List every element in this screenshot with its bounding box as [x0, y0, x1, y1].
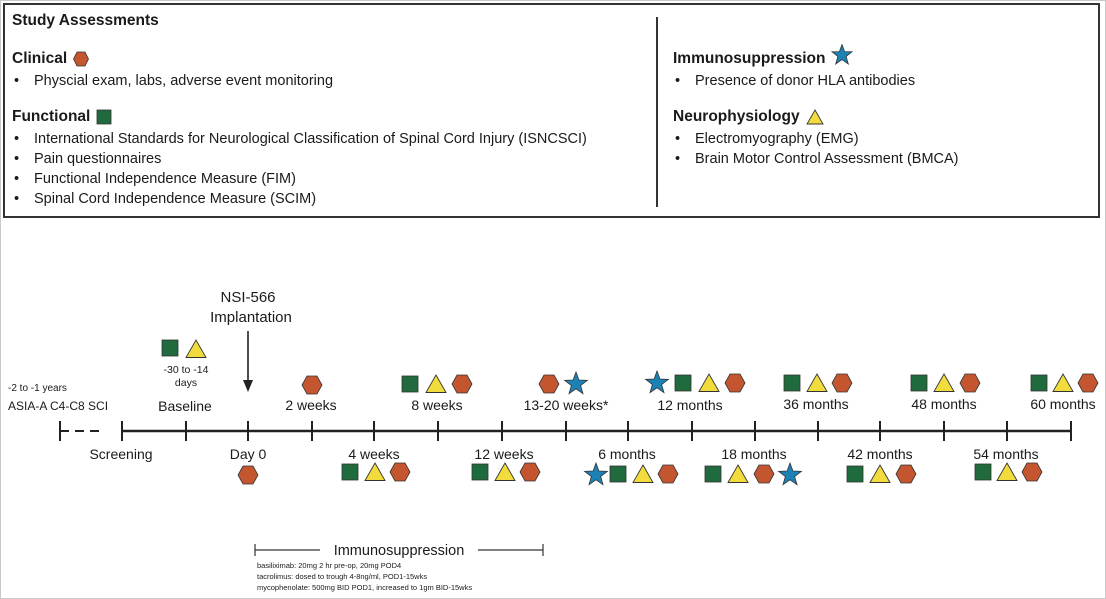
baseline-label: Baseline	[158, 398, 212, 414]
functional-heading: Functional	[12, 108, 91, 125]
implant-arrowhead	[243, 380, 253, 392]
hexagon-icon	[1077, 373, 1099, 393]
immuno-list: Presence of donor HLA antibodies	[673, 71, 915, 91]
triangle-icon	[632, 464, 654, 483]
list-item: Pain questionnaires	[12, 149, 587, 169]
star-icon	[778, 462, 802, 486]
triangle-icon	[425, 374, 447, 393]
square-icon	[1030, 374, 1048, 392]
study-assessments-box: Study Assessments Clinical Physcial exam…	[3, 3, 1100, 218]
triangle-icon	[869, 464, 891, 483]
star-icon	[584, 462, 608, 486]
hexagon-icon	[959, 373, 981, 393]
hexagon-icon	[73, 51, 90, 67]
square-icon	[783, 374, 801, 392]
square-icon	[974, 463, 992, 481]
star-icon	[831, 44, 854, 65]
list-item: Brain Motor Control Assessment (BMCA)	[673, 149, 959, 169]
implant-label-2: Implantation	[210, 309, 292, 326]
milestone-label: 8 weeks	[411, 397, 462, 413]
hexagon-icon	[451, 374, 473, 394]
square-icon	[910, 374, 928, 392]
square-icon	[471, 463, 489, 481]
milestone-label: 18 months	[721, 446, 786, 462]
hexagon-icon	[237, 465, 259, 485]
implant-label-1: NSI-566	[220, 289, 275, 306]
triangle-icon	[806, 373, 828, 392]
hexagon-icon	[538, 374, 560, 394]
milestone-label: 13-20 weeks*	[524, 397, 609, 413]
hexagon-icon	[301, 375, 323, 395]
timeline-ticks	[59, 421, 1072, 441]
sci-time-label: -2 to -1 years	[8, 383, 67, 394]
neuro-heading: Neurophysiology	[673, 108, 800, 125]
square-icon	[341, 463, 359, 481]
immuno-heading-row: Immunosuppression	[673, 44, 854, 68]
milestone-label: 54 months	[973, 446, 1038, 462]
screening-label: Screening	[89, 446, 152, 462]
triangle-icon	[727, 464, 749, 483]
neuro-list: Electromyography (EMG) Brain Motor Contr…	[673, 129, 959, 169]
triangle-icon	[698, 373, 720, 392]
square-icon	[609, 465, 627, 483]
star-icon	[564, 371, 588, 395]
square-icon	[401, 375, 419, 393]
list-item: Physcial exam, labs, adverse event monit…	[12, 71, 333, 91]
triangle-icon	[185, 339, 207, 358]
day0-label: Day 0	[230, 446, 267, 462]
neuro-heading-row: Neurophysiology	[673, 108, 824, 126]
functional-heading-row: Functional	[12, 108, 112, 126]
immuno-span-label: Immunosuppression	[334, 543, 465, 559]
milestone-label: 2 weeks	[285, 397, 336, 413]
triangle-icon	[364, 462, 386, 481]
triangle-icon	[1052, 373, 1074, 392]
hexagon-icon	[831, 373, 853, 393]
hexagon-icon	[657, 464, 679, 484]
milestone-label: 6 months	[598, 446, 656, 462]
hexagon-icon	[389, 462, 411, 482]
list-item: Presence of donor HLA antibodies	[673, 71, 915, 91]
clinical-heading: Clinical	[12, 50, 68, 67]
baseline-range-days: days	[175, 377, 197, 389]
assessments-title: Study Assessments	[12, 12, 159, 29]
square-icon	[161, 339, 179, 357]
triangle-icon	[805, 109, 824, 125]
milestone-label: 60 months	[1030, 396, 1095, 412]
list-item: International Standards for Neurological…	[12, 129, 587, 149]
milestone-label: 42 months	[847, 446, 912, 462]
list-item: Functional Independence Measure (FIM)	[12, 169, 587, 189]
list-item: Electromyography (EMG)	[673, 129, 959, 149]
square-icon	[96, 109, 112, 125]
triangle-icon	[933, 373, 955, 392]
baseline-range: -30 to -14	[164, 364, 209, 376]
clinical-heading-row: Clinical	[12, 50, 90, 68]
column-divider	[656, 17, 658, 207]
milestone-label: 4 weeks	[348, 446, 399, 462]
square-icon	[674, 374, 692, 392]
milestone-label: 12 months	[657, 397, 722, 413]
hexagon-icon	[519, 462, 541, 482]
milestone-label: 48 months	[911, 396, 976, 412]
list-item: Spinal Cord Independence Measure (SCIM)	[12, 189, 587, 209]
square-icon	[846, 465, 864, 483]
sci-label: ASIA-A C4-C8 SCI	[8, 399, 108, 413]
immuno-note: basiliximab: 20mg 2 hr pre-op, 20mg POD4	[257, 561, 401, 570]
milestone-label: 12 weeks	[474, 446, 533, 462]
functional-list: International Standards for Neurological…	[12, 129, 587, 209]
milestone-label: 36 months	[783, 396, 848, 412]
immuno-note: tacrolimus: dosed to trough 4-8ng/ml, PO…	[257, 572, 427, 581]
clinical-list: Physcial exam, labs, adverse event monit…	[12, 71, 333, 91]
hexagon-icon	[724, 373, 746, 393]
hexagon-icon	[753, 464, 775, 484]
triangle-icon	[996, 462, 1018, 481]
hexagon-icon	[1021, 462, 1043, 482]
triangle-icon	[494, 462, 516, 481]
immuno-note: mycophenolate: 500mg BID POD1, increased…	[257, 583, 472, 592]
square-icon	[704, 465, 722, 483]
star-icon	[645, 370, 669, 394]
hexagon-icon	[895, 464, 917, 484]
immuno-heading: Immunosuppression	[673, 50, 826, 67]
